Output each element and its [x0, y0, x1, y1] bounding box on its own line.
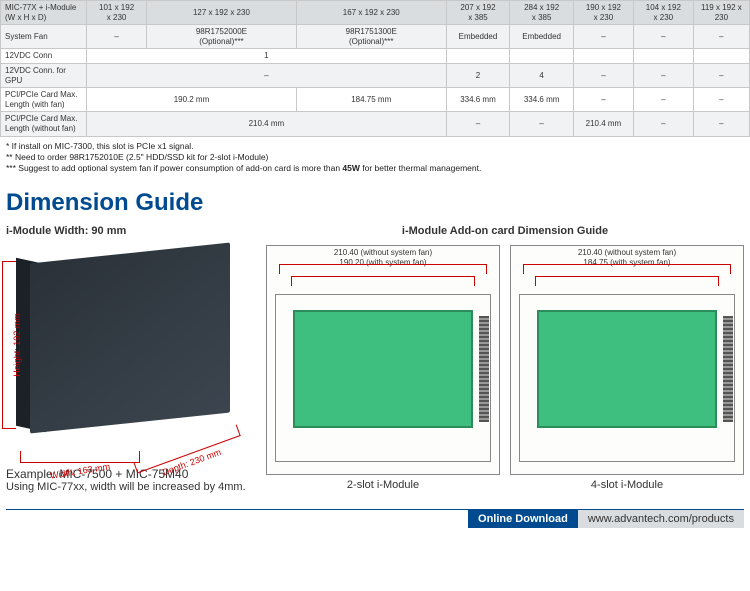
spec-cell: – [87, 25, 147, 49]
spec-cell: – [693, 112, 749, 136]
spec-cell: – [510, 112, 574, 136]
spec-cell: 190 x 192x 230 [573, 1, 633, 25]
spec-cell: PCI/PCIe Card Max.Length (without fan) [1, 112, 87, 136]
spec-cell: Embedded [510, 25, 574, 49]
footnotes: * If install on MIC-7300, this slot is P… [0, 137, 750, 183]
spec-cell: – [446, 112, 510, 136]
spec-table: MIC-77X + i-Module(W x H x D)101 x 192x … [0, 0, 750, 137]
spec-cell: 190.2 mm [87, 88, 297, 112]
diagram-2slot: 210.40 (without system fan) 190.20 (with… [266, 245, 500, 475]
note-2: ** Need to order 98R1752010E (2.5" HDD/S… [6, 152, 744, 163]
spec-cell [633, 49, 693, 64]
spec-cell: – [633, 112, 693, 136]
spec-cell: 98R1751300E(Optional)*** [296, 25, 446, 49]
spec-cell: – [633, 25, 693, 49]
example-title: Example: MIC-7500 + MIC-75M40 [6, 467, 256, 481]
spec-cell [693, 49, 749, 64]
spec-cell [446, 49, 510, 64]
download-url[interactable]: www.advantech.com/products [578, 510, 744, 528]
spec-cell: 184.75 mm [296, 88, 446, 112]
device-render: Height: 192 mm Width: 163 mm Depth: 230 … [6, 241, 236, 461]
spec-cell: – [693, 63, 749, 87]
spec-cell: 12VDC Conn. for GPU [1, 63, 87, 87]
diagram-2slot-col: 210.40 (without system fan) 190.20 (with… [266, 241, 500, 491]
download-label: Online Download [468, 510, 578, 528]
spec-cell [510, 49, 574, 64]
spec-cell: 4 [510, 63, 574, 87]
spec-cell: MIC-77X + i-Module(W x H x D) [1, 1, 87, 25]
diagram-4slot-col: 210.40 (without system fan) 184.75 (with… [510, 241, 744, 491]
spec-cell: 210.4 mm [87, 112, 447, 136]
spec-cell: 98R1752000E(Optional)*** [147, 25, 297, 49]
label-4slot: 4-slot i-Module [510, 479, 744, 491]
addon-title: i-Module Add-on card Dimension Guide [266, 225, 744, 237]
spec-cell: 334.6 mm [510, 88, 574, 112]
imodule-width-label: i-Module Width: 90 mm [6, 225, 256, 237]
dimension-guide: i-Module Width: 90 mm Height: 192 mm Wid… [0, 219, 750, 501]
spec-cell: 284 x 192x 385 [510, 1, 574, 25]
spec-cell: 104 x 192x 230 [633, 1, 693, 25]
note-3: *** Suggest to add optional system fan i… [6, 163, 744, 174]
spec-cell: 12VDC Conn [1, 49, 87, 64]
label-2slot: 2-slot i-Module [266, 479, 500, 491]
spec-cell: – [573, 25, 633, 49]
footer-bar: Online Download www.advantech.com/produc… [6, 509, 744, 528]
device-column: i-Module Width: 90 mm Height: 192 mm Wid… [6, 219, 256, 493]
spec-cell: 119 x 192 x 230 [693, 1, 749, 25]
spec-cell: 210.4 mm [573, 112, 633, 136]
diagram-4slot: 210.40 (without system fan) 184.75 (with… [510, 245, 744, 475]
spec-cell: – [693, 88, 749, 112]
spec-cell: 207 x 192x 385 [446, 1, 510, 25]
spec-cell: 334.6 mm [446, 88, 510, 112]
spec-cell: Embedded [446, 25, 510, 49]
example-note: Using MIC-77xx, width will be increased … [6, 481, 256, 493]
spec-cell: PCI/PCIe Card Max.Length (with fan) [1, 88, 87, 112]
spec-cell [573, 49, 633, 64]
spec-cell: 1 [87, 49, 447, 64]
spec-cell: System Fan [1, 25, 87, 49]
dim-width: Width: 163 mm [20, 451, 140, 463]
spec-cell: – [633, 88, 693, 112]
spec-cell: – [693, 25, 749, 49]
spec-cell: 101 x 192x 230 [87, 1, 147, 25]
section-title: Dimension Guide [6, 189, 750, 217]
spec-cell: – [573, 88, 633, 112]
spec-cell: 127 x 192 x 230 [147, 1, 297, 25]
dim-height: Height: 192 mm [2, 261, 16, 429]
outer-dim-4: 210.40 (without system fan) [511, 248, 743, 258]
spec-cell: – [573, 63, 633, 87]
spec-cell: – [633, 63, 693, 87]
spec-cell: – [87, 63, 447, 87]
outer-dim-2: 210.40 (without system fan) [267, 248, 499, 258]
spec-cell: 2 [446, 63, 510, 87]
example-block: Example: MIC-7500 + MIC-75M40 Using MIC-… [6, 467, 256, 493]
spec-cell: 167 x 192 x 230 [296, 1, 446, 25]
note-1: * If install on MIC-7300, this slot is P… [6, 141, 744, 152]
